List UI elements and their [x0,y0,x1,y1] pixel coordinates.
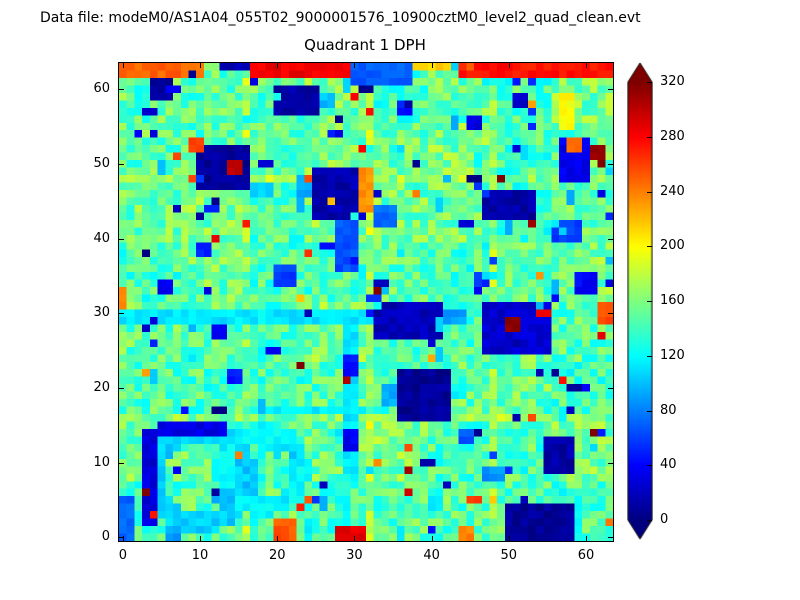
y-tick-mark [119,462,124,464]
colorbar-tick-mark [647,301,652,302]
y-tick-mark [119,537,124,539]
colorbar-tick-label: 320 [660,74,685,89]
x-tick-mark [508,536,510,541]
colorbar-tick-label: 240 [660,183,685,199]
x-tick-mark [585,536,587,541]
colorbar-tick-label: 80 [660,402,677,418]
heatmap-canvas [119,63,613,541]
x-tick-label: 20 [268,548,286,563]
y-tick-mark-right [608,89,613,91]
colorbar-tick-mark [647,410,652,412]
x-tick-label: 0 [118,548,127,563]
colorbar-tick-label: 120 [660,347,685,363]
colorbar-tick-label: 0 [660,512,669,527]
y-tick-label: 10 [93,454,110,470]
colorbar-tick-label: 280 [660,128,685,144]
colorbar-tick-mark [647,246,652,248]
x-tick-mark [277,536,279,541]
heatmap-plot-area [118,62,614,542]
x-tick-mark [354,536,356,541]
x-tick-label: 40 [423,548,440,563]
y-tick-mark [119,163,124,165]
x-tick-label: 50 [500,548,518,563]
x-tick-mark [431,536,433,541]
colorbar-tick-mark [647,520,652,521]
colorbar-tick-label: 160 [660,293,685,308]
y-tick-mark [119,387,124,389]
x-tick-mark-top [200,63,202,68]
y-tick-mark [119,89,124,91]
y-tick-mark-right [608,313,613,315]
y-tick-label: 20 [93,379,110,395]
y-tick-mark-right [608,163,613,165]
x-tick-label: 30 [346,548,363,563]
x-tick-mark-top [277,63,279,68]
y-tick-mark-right [608,537,613,539]
y-tick-label: 0 [101,529,110,545]
plot-title: Quadrant 1 DPH [304,36,426,54]
x-tick-mark-top [431,63,433,68]
y-tick-mark [119,313,124,315]
colorbar-tick-mark [647,465,652,467]
y-tick-mark [119,238,124,240]
y-tick-label: 60 [93,81,110,97]
x-tick-mark-top [508,63,510,68]
data-file-label: Data file: modeM0/AS1A04_055T02_90000015… [40,10,641,26]
y-tick-label: 30 [93,305,110,321]
x-tick-label: 10 [191,548,209,563]
y-tick-label: 40 [93,230,110,246]
colorbar-tick-mark [647,355,652,357]
y-tick-mark-right [608,387,613,389]
colorbar-tick-label: 40 [660,457,677,473]
x-tick-mark-top [122,63,124,68]
y-tick-label: 50 [93,155,110,171]
x-tick-mark-top [585,63,587,68]
x-tick-mark [122,536,124,541]
colorbar-tick-label: 200 [660,238,685,254]
x-tick-mark-top [354,63,356,68]
x-tick-mark [200,536,202,541]
x-tick-label: 60 [577,548,595,563]
y-tick-mark-right [608,238,613,240]
colorbar-tick-mark [647,82,652,83]
colorbar-tick-mark [647,136,652,138]
y-tick-mark-right [608,462,613,464]
colorbar-tick-mark [647,191,652,193]
